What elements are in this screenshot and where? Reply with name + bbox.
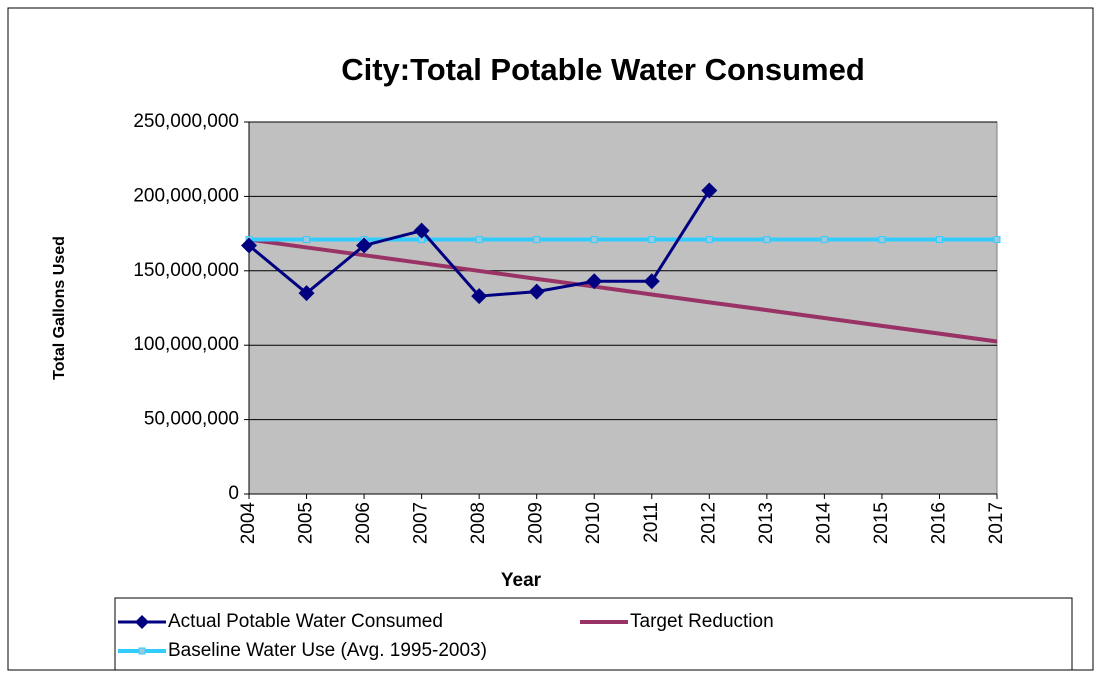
plot-area	[248, 121, 998, 495]
data-point	[241, 237, 257, 254]
data-point	[528, 283, 545, 300]
data-point	[701, 182, 718, 199]
x-tick-label: 2006	[353, 502, 374, 544]
data-point	[590, 236, 598, 244]
data-point	[878, 236, 886, 244]
data-point	[935, 236, 943, 244]
y-tick-label: 250,000,000	[133, 111, 239, 132]
y-tick-label: 0	[228, 483, 239, 504]
data-point	[586, 273, 603, 290]
legend-marker	[135, 615, 149, 629]
x-tick-label: 2013	[756, 502, 777, 544]
x-axis-title: Year	[501, 570, 542, 591]
data-point	[303, 236, 311, 244]
data-point	[471, 288, 488, 305]
y-tick-label: 100,000,000	[133, 334, 239, 355]
x-tick-label: 2012	[698, 502, 719, 544]
x-tick-label: 2008	[468, 502, 489, 544]
y-tick-label: 200,000,000	[133, 185, 239, 206]
x-tick-label: 2007	[411, 502, 432, 544]
data-point	[763, 236, 771, 244]
x-tick-label: 2016	[928, 502, 949, 544]
legend-box	[114, 597, 1073, 671]
x-tick-label: 2010	[583, 502, 604, 544]
y-tick-label: 50,000,000	[144, 409, 239, 430]
x-tick-label: 2009	[526, 502, 547, 544]
x-tick-label: 2011	[641, 502, 662, 543]
legend-label: Actual Potable Water Consumed	[168, 611, 443, 632]
data-point	[648, 236, 656, 244]
data-point	[356, 237, 373, 254]
x-tick-label: 2015	[871, 502, 892, 544]
data-point	[820, 236, 828, 244]
legend-marker	[138, 647, 146, 655]
chart-title: City:Total Potable Water Consumed	[341, 52, 865, 87]
x-tick-label: 2004	[238, 502, 259, 545]
series-line	[248, 237, 998, 344]
x-tick-label: 2017	[986, 502, 1007, 544]
data-point	[298, 285, 315, 302]
data-point	[993, 236, 1001, 244]
data-point	[533, 236, 541, 244]
y-tick-label: 150,000,000	[133, 260, 239, 281]
data-point	[705, 236, 713, 244]
legend-label: Target Reduction	[630, 611, 774, 632]
x-tick-label: 2014	[813, 502, 834, 545]
x-tick-label: 2005	[296, 502, 317, 544]
legend-label: Baseline Water Use (Avg. 1995-2003)	[168, 640, 487, 661]
y-axis-title: Total Gallons Used	[51, 236, 68, 380]
data-point	[413, 222, 430, 239]
data-point	[643, 273, 660, 290]
data-point	[475, 236, 483, 244]
